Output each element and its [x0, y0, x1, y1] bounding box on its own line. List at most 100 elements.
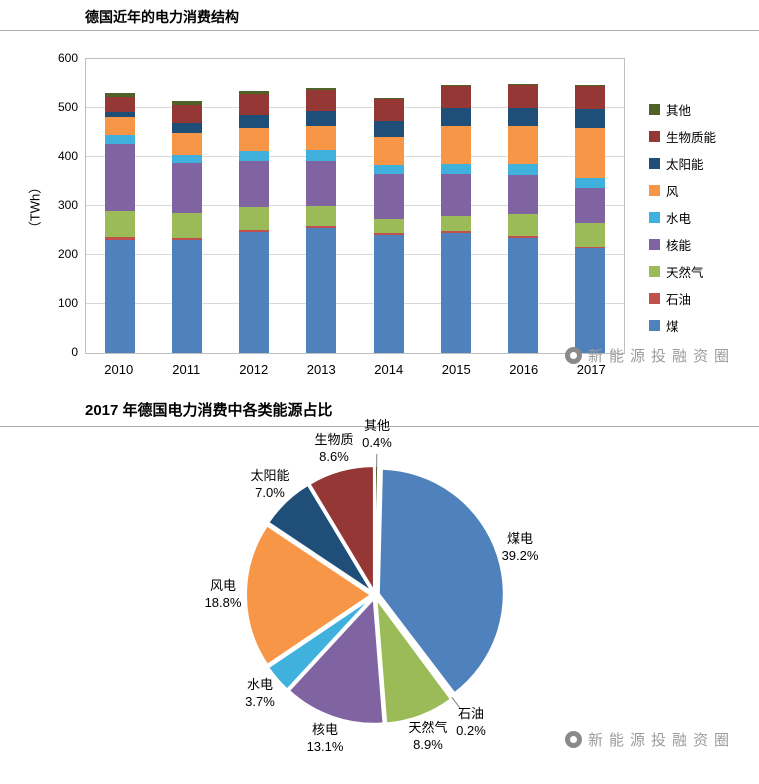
bar-slot-2014 [355, 59, 422, 353]
bar-segment-核能 [306, 160, 337, 206]
bar-segment-风 [171, 132, 202, 156]
bar-segment-水电 [306, 150, 337, 161]
pie-label-pct-风电: 18.8% [204, 595, 242, 610]
gridline [86, 156, 624, 157]
pie-label-name-煤电: 煤电 [506, 531, 533, 547]
bar-segment-核能 [440, 173, 471, 217]
legend-item-水电: 水电 [649, 204, 716, 231]
bar-segment-煤 [373, 235, 404, 353]
x-tick-2017: 2017 [576, 362, 606, 377]
x-tick-2011: 2011 [172, 362, 201, 377]
bar-segment-石油 [104, 237, 135, 241]
bar-segment-其他 [575, 85, 606, 87]
bar-segment-石油 [239, 229, 270, 232]
gridline [86, 303, 624, 304]
pie-chart-title: 2017 年德国电力消费中各类能源占比 [85, 402, 333, 419]
pie-label-name-水电: 水电 [246, 677, 274, 693]
bar-segment-天然气 [171, 213, 202, 238]
pie-slice-核电 [287, 597, 385, 725]
bar-segment-石油 [508, 235, 539, 238]
legend-label-其他: 其他 [666, 104, 692, 118]
legend-item-天然气: 天然气 [649, 258, 716, 285]
bar-segment-石油 [171, 237, 202, 241]
bar-segment-核能 [373, 174, 404, 219]
legend-item-太阳能: 太阳能 [649, 150, 716, 177]
legend-swatch-生物质能 [649, 131, 660, 142]
watermark: 新能源投融资圈 [565, 345, 735, 366]
bar-segment-天然气 [239, 207, 270, 230]
pie-label-pct-生物质: 8.6% [319, 449, 349, 464]
pie-label-风电: 风电 18.8% [205, 578, 242, 612]
bar-segment-太阳能 [440, 107, 471, 126]
gridline [86, 107, 624, 108]
bar-segment-风 [575, 127, 606, 179]
bar-plot-area [85, 58, 625, 354]
bar-segment-风 [440, 125, 471, 165]
legend-swatch-核能 [649, 239, 660, 250]
pie-label-pct-石油: 0.2% [456, 723, 486, 738]
y-tick-100: 100 [57, 296, 78, 310]
pie-leader-line-石油 [451, 696, 461, 709]
bar-segment-风 [306, 125, 337, 151]
legend-item-其他: 其他 [649, 96, 716, 123]
bar-segment-太阳能 [373, 121, 404, 138]
legend-swatch-其他 [649, 104, 660, 115]
legend-swatch-太阳能 [649, 158, 660, 169]
bar-segment-天然气 [306, 205, 337, 226]
bar-segment-太阳能 [508, 107, 539, 127]
bar-segment-石油 [306, 225, 337, 228]
bar-segment-风 [373, 137, 404, 165]
x-tick-2015: 2015 [441, 362, 471, 377]
pie-chart: 其他 0.4% 煤电 39.2% 石油 0.2% 天然气 8.9% 核电 13.1% 水电 3.7% 风… [0, 418, 759, 784]
bar-segment-风 [239, 127, 270, 152]
bar-segment-太阳能 [104, 112, 135, 118]
pie-label-name-其他: 其他 [363, 418, 391, 434]
y-axis-tick-labels: 0 100 200 300 400 500 600 [0, 51, 78, 359]
bar-segment-煤 [508, 237, 539, 353]
pie-label-石油: 石油 0.2% [456, 706, 486, 740]
bar-segment-生物质能 [373, 99, 404, 122]
gridline [86, 254, 624, 255]
stacked-bar-2016 [508, 83, 539, 353]
legend-swatch-水电 [649, 212, 660, 223]
pie-label-pct-太阳能: 7.0% [255, 485, 285, 500]
pie-label-name-风电: 风电 [209, 578, 236, 594]
bar-segment-水电 [440, 164, 471, 174]
bar-slot-2010 [86, 59, 153, 353]
pie-label-天然气: 天然气 8.9% [408, 720, 447, 754]
pie-label-太阳能: 太阳能 7.0% [250, 468, 289, 502]
bar-segment-其他 [306, 88, 337, 91]
pie-label-生物质: 生物质 8.6% [314, 432, 353, 466]
bar-segment-煤 [575, 247, 606, 353]
pie-label-pct-水电: 3.7% [245, 694, 275, 709]
gridline [86, 205, 624, 206]
legend-swatch-石油 [649, 293, 660, 304]
y-tick-600: 600 [57, 51, 78, 65]
stacked-bar-2011 [171, 100, 202, 353]
bar-segment-生物质能 [440, 85, 471, 108]
bar-segment-煤 [440, 233, 471, 353]
bar-segment-太阳能 [171, 123, 202, 133]
bar-segment-水电 [575, 178, 606, 188]
bar-segment-核能 [171, 163, 202, 214]
watermark-text: 新能源投融资圈 [588, 348, 736, 365]
legend-label-石油: 石油 [666, 293, 692, 307]
x-axis-labels: 2010 2011 2012 2013 2014 2015 2016 2017 [85, 362, 625, 377]
legend-item-核能: 核能 [649, 231, 716, 258]
watermark-text: 新能源投融资圈 [588, 732, 736, 749]
bar-segment-核能 [239, 161, 270, 208]
bar-slot-2011 [153, 59, 220, 353]
legend-swatch-煤 [649, 320, 660, 331]
bar-segment-水电 [508, 164, 539, 175]
legend-label-风: 风 [666, 185, 679, 199]
bar-segment-天然气 [104, 210, 135, 238]
x-tick-2016: 2016 [509, 362, 539, 377]
watermark-logo-icon [565, 347, 582, 364]
pie-label-pct-天然气: 8.9% [413, 737, 443, 752]
x-tick-2010: 2010 [104, 362, 134, 377]
bar-segment-煤 [306, 228, 337, 353]
stacked-bar-2012 [239, 90, 270, 353]
bar-segment-核能 [104, 144, 135, 211]
pie-label-核电: 核电 13.1% [307, 722, 344, 756]
